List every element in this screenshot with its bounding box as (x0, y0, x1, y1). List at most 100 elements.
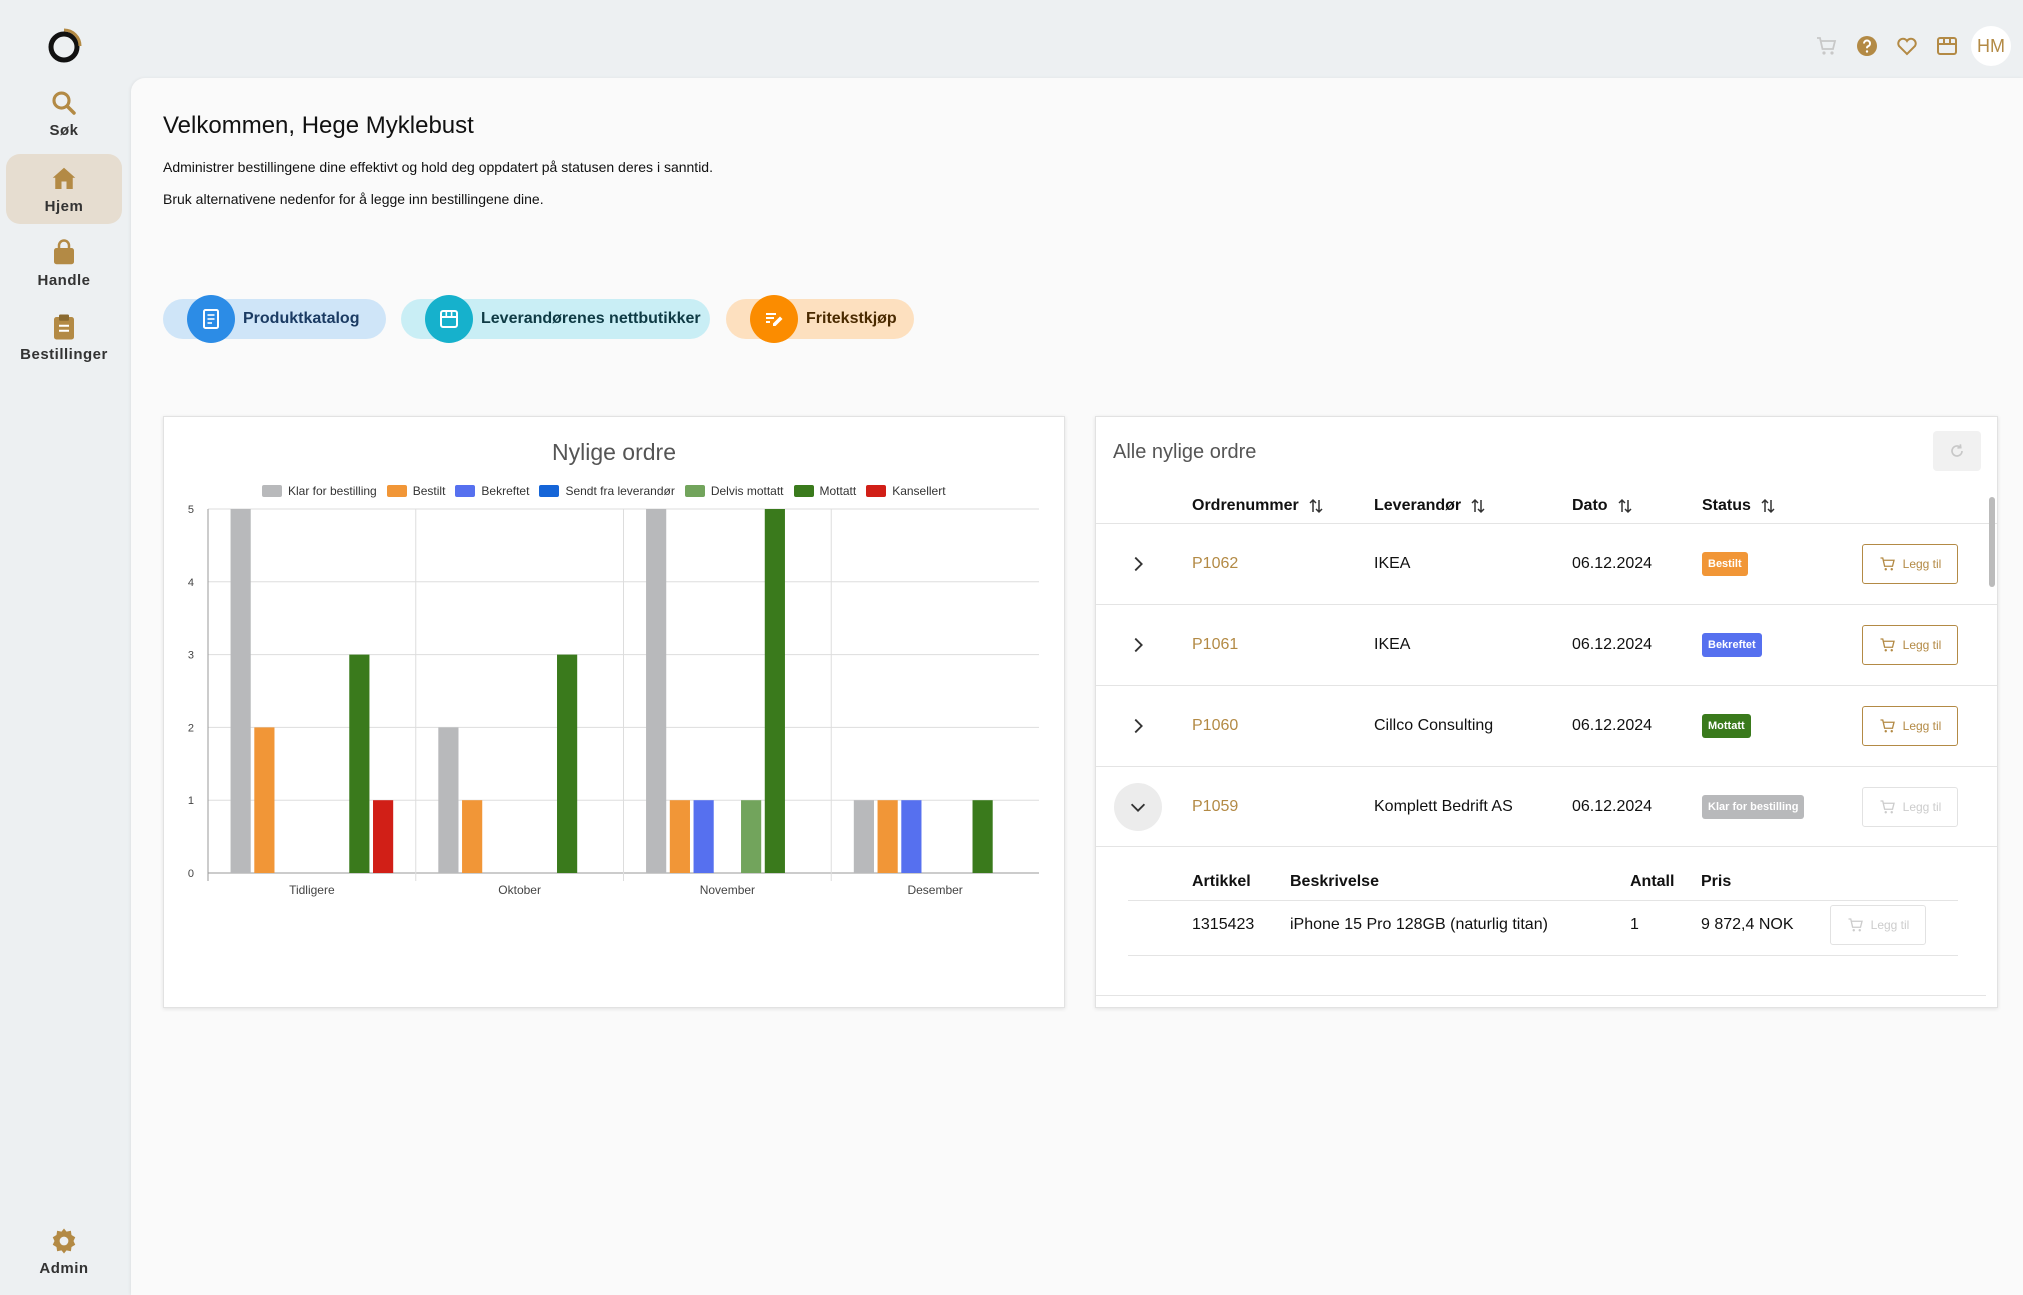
bar (349, 654, 370, 873)
help-button[interactable] (1847, 26, 1887, 66)
supplier-shops-button[interactable]: Leverandørenes nettbutikker (401, 295, 710, 343)
nav-item-shop[interactable]: Handle (6, 228, 122, 298)
legend-item[interactable]: Sendt fra leverandør (539, 484, 675, 498)
cart-icon (1880, 638, 1895, 652)
nav-item-orders[interactable]: Bestillinger (6, 302, 122, 372)
add-to-cart-button[interactable]: Legg til (1862, 706, 1958, 746)
nav-item-home[interactable]: Hjem (6, 154, 122, 224)
detail-header-artikkel: Artikkel (1192, 873, 1251, 890)
x-tick-label: November (700, 883, 755, 897)
intro-text-1: Administrer bestillingene dine effektivt… (163, 159, 713, 175)
page-title: Velkommen, Hege Myklebust (163, 112, 474, 139)
legend-item[interactable]: Delvis mottatt (684, 484, 784, 498)
supplier-name: Komplett Bedrift AS (1374, 798, 1513, 815)
storefront-icon (440, 310, 458, 328)
nav-label-search: Søk (49, 121, 79, 139)
legend-item[interactable]: Kansellert (866, 484, 946, 498)
detail-antall: 1 (1630, 916, 1639, 933)
refresh-icon (1951, 444, 1963, 457)
column-label: Status (1702, 497, 1751, 514)
chart-plot: 0 1 2 3 4 5 Tidligere Oktober November Desember (188, 504, 1039, 897)
column-header-dato[interactable]: Dato (1572, 497, 1634, 515)
detail-artikkel: 1315423 (1192, 916, 1255, 933)
detail-add-to-cart-button[interactable]: Legg til (1830, 905, 1926, 945)
add-to-cart-button[interactable]: Legg til (1862, 544, 1958, 584)
legend-swatch (684, 485, 705, 497)
order-number-link[interactable]: P1059 (1192, 798, 1239, 815)
nav-item-search[interactable]: Søk (6, 78, 122, 148)
chart-title: Nylige ordre (552, 439, 676, 465)
add-to-cart-label: Legg til (1902, 638, 1942, 652)
add-to-cart-label: Legg til (1870, 918, 1910, 932)
legend-label: Klar for bestilling (288, 484, 377, 498)
supplier-name: Cillco Consulting (1374, 717, 1494, 734)
nav-label-shop: Handle (37, 271, 91, 289)
sidebar: Søk Hjem Handle Bestillinger Admin (0, 0, 130, 1295)
chevron-right-icon (1134, 718, 1143, 734)
sort-icon (1761, 498, 1775, 514)
sort-icon (1309, 498, 1323, 514)
order-date: 06.12.2024 (1572, 717, 1653, 734)
order-number-link[interactable]: P1062 (1192, 555, 1239, 572)
detail-beskrivelse: iPhone 15 Pro 128GB (naturlig titan) (1290, 916, 1548, 933)
expand-button[interactable] (1114, 621, 1162, 669)
order-date: 06.12.2024 (1572, 636, 1653, 653)
bar (646, 509, 667, 873)
legend-item[interactable]: Mottatt (793, 484, 856, 498)
favorites-button[interactable] (1887, 26, 1927, 66)
avatar[interactable]: HM (1971, 26, 2011, 66)
bar (693, 800, 714, 873)
topbar: HM (1807, 26, 2023, 66)
bar (741, 800, 762, 873)
recent-orders-chart-card: Nylige ordre Klar for bestilling Bestilt… (163, 416, 1065, 1008)
divider (1128, 955, 1958, 956)
home-icon (52, 167, 76, 189)
gear-icon (52, 1228, 76, 1253)
cart-button[interactable] (1807, 26, 1847, 66)
y-tick-label: 1 (188, 795, 194, 807)
cart-icon (1880, 800, 1895, 814)
order-number-link[interactable]: P1060 (1192, 717, 1239, 734)
nav-label-home: Hjem (44, 197, 84, 215)
shopping-bag-icon (54, 238, 74, 264)
main-panel: Velkommen, Hege Myklebust Administrer be… (131, 78, 2023, 1295)
add-to-cart-button[interactable]: Legg til (1862, 787, 1958, 827)
column-header-ordrenummer[interactable]: Ordrenummer (1192, 497, 1325, 515)
add-to-cart-button[interactable]: Legg til (1862, 625, 1958, 665)
divider (1096, 995, 1986, 996)
expand-button[interactable] (1114, 702, 1162, 750)
edit-note-icon (766, 313, 783, 326)
legend-item[interactable]: Bekreftet (455, 484, 529, 498)
chevron-right-icon (1134, 556, 1143, 572)
column-header-status[interactable]: Status (1702, 497, 1777, 515)
collapse-button[interactable] (1114, 783, 1162, 831)
legend-label: Kansellert (892, 484, 946, 498)
legend-item[interactable]: Klar for bestilling (262, 484, 377, 498)
product-catalog-button[interactable]: Produktkatalog (163, 295, 386, 343)
y-tick-label: 2 (188, 722, 194, 734)
sort-icon (1618, 498, 1632, 514)
chevron-down-icon (1130, 803, 1146, 812)
legend-item[interactable]: Bestilt (386, 484, 445, 498)
order-number-link[interactable]: P1061 (1192, 636, 1239, 653)
bar (373, 800, 394, 873)
expand-button[interactable] (1114, 540, 1162, 588)
scrollbar[interactable] (1989, 497, 1995, 587)
legend-swatch (455, 485, 476, 497)
column-label: Leverandør (1374, 497, 1462, 514)
recent-orders-table-card: Alle nylige ordre Ordrenummer Leverandør… (1095, 416, 1998, 1008)
logo-icon (48, 28, 82, 63)
nav-label-admin: Admin (39, 1259, 89, 1277)
free-text-purchase-button[interactable]: Fritekstkjøp (726, 295, 914, 343)
detail-header-beskrivelse: Beskrivelse (1290, 873, 1379, 890)
refresh-button[interactable] (1933, 431, 1981, 471)
column-header-leverandor[interactable]: Leverandør (1374, 497, 1487, 515)
cart-icon (1880, 719, 1895, 733)
bar (972, 800, 993, 873)
heart-icon (1897, 37, 1917, 56)
detail-header-pris: Pris (1701, 873, 1732, 890)
y-tick-label: 5 (188, 504, 194, 516)
legend-label: Bekreftet (481, 484, 530, 498)
nav-item-admin[interactable]: Admin (6, 1216, 122, 1286)
store-button[interactable] (1927, 26, 1967, 66)
